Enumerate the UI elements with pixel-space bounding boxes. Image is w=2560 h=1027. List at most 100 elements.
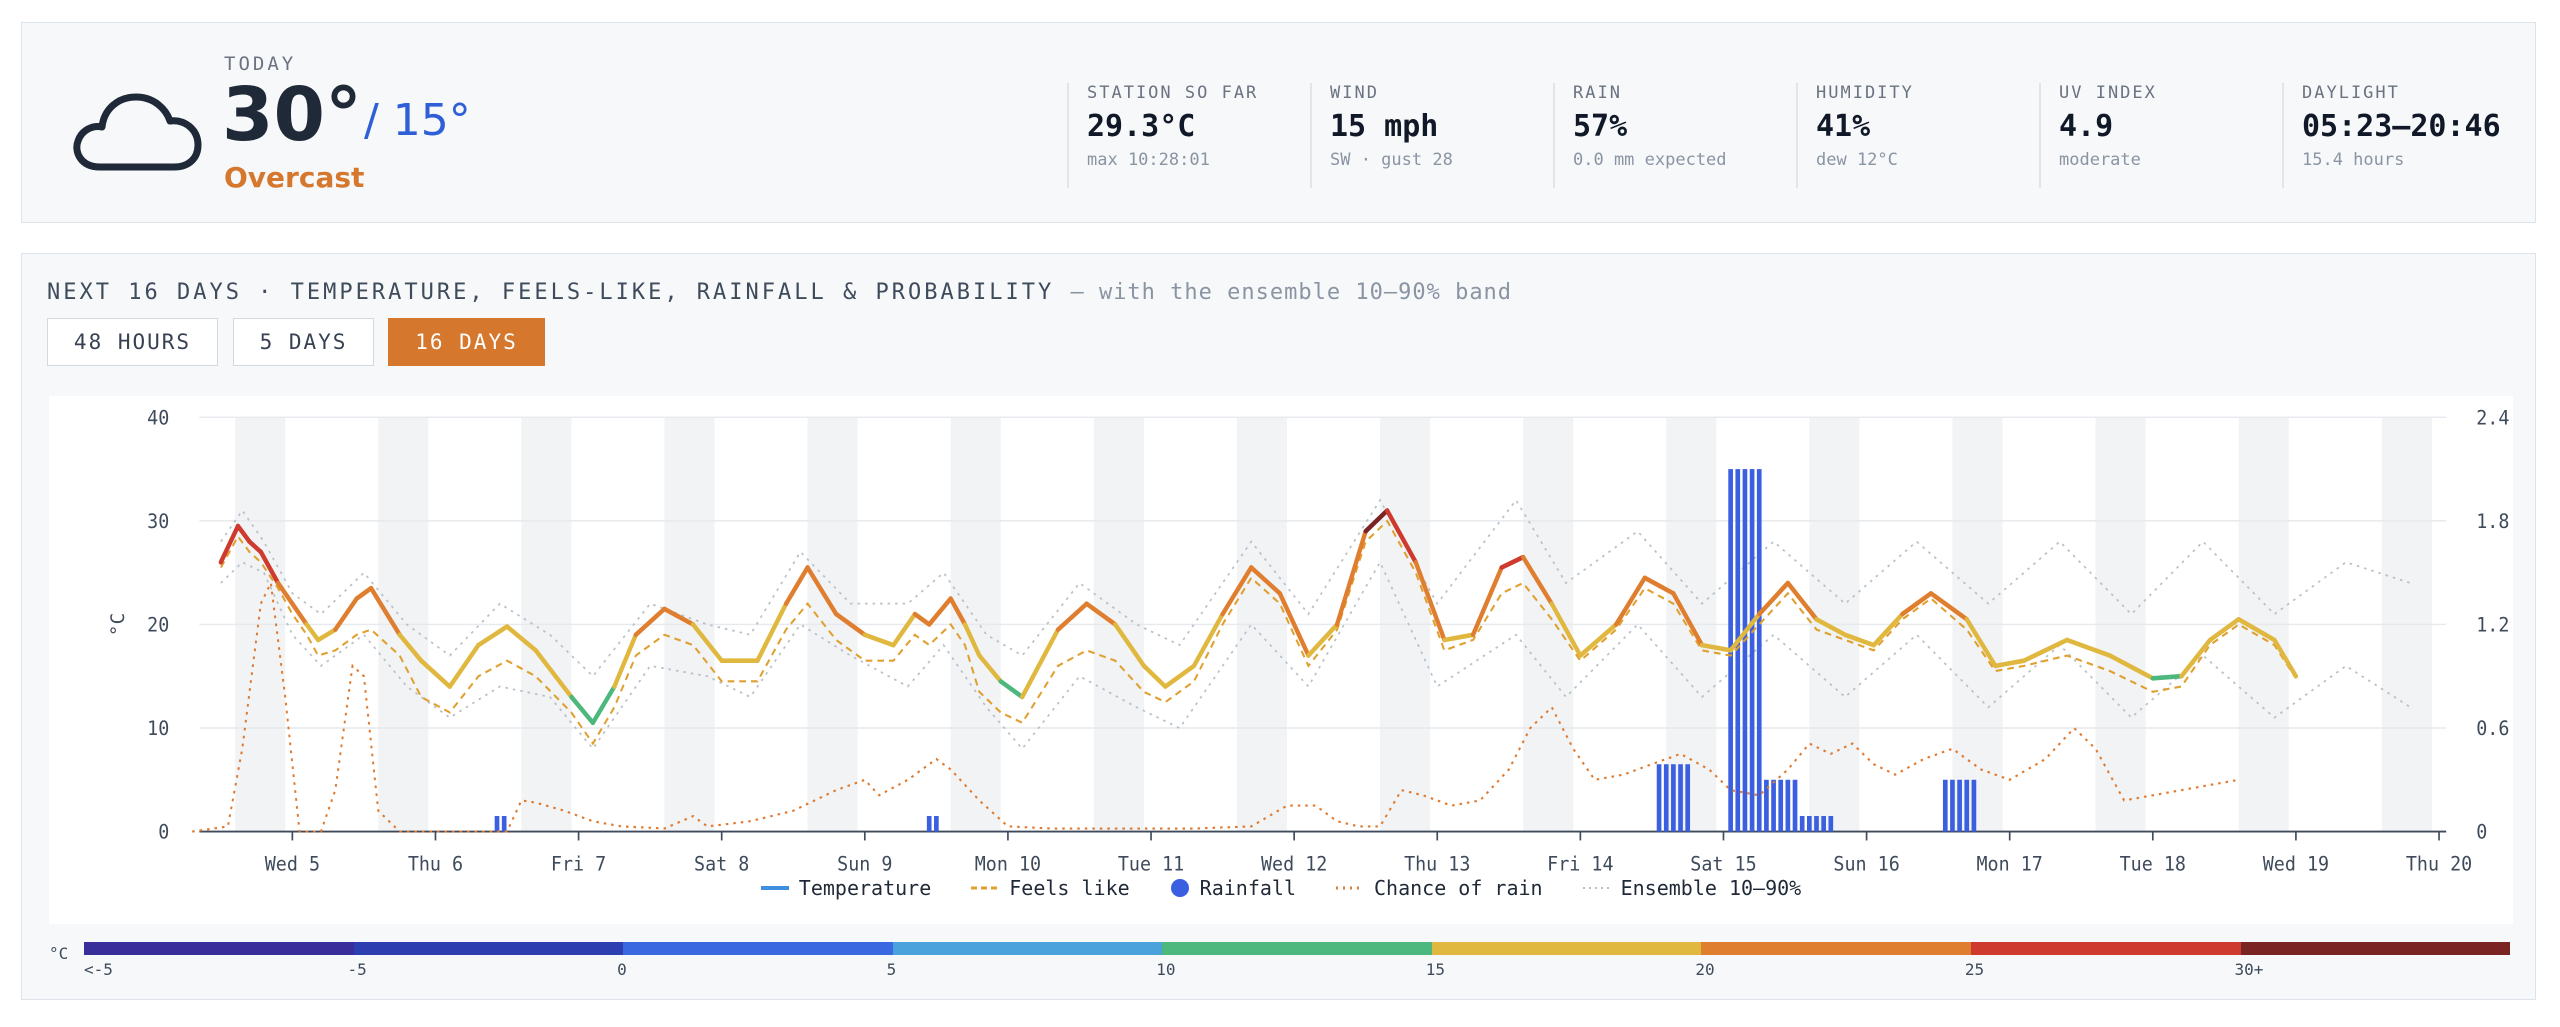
x-tick-label: Sat 8 <box>694 853 749 876</box>
temperature-segment <box>834 611 867 638</box>
ensemble-high-line <box>220 498 2411 678</box>
temperature-segment <box>333 596 359 632</box>
legend-ensemble[interactable]: Ensemble 10–90% <box>1582 876 1802 900</box>
legend-chance-of-rain[interactable]: Chance of rain <box>1336 876 1543 900</box>
x-tick-label: Tue 11 <box>1118 853 1184 876</box>
temperature-swatch <box>760 886 789 890</box>
legend-feels-like[interactable]: Feels like <box>971 876 1130 900</box>
scale-segment <box>1162 942 1432 955</box>
x-tick-label: Tue 18 <box>2120 853 2186 876</box>
temperature-segment <box>633 606 667 638</box>
scale-label: 0 <box>617 960 627 979</box>
y-left-tick: 40 <box>147 407 169 430</box>
x-tick-label: Sat 15 <box>1690 853 1756 876</box>
cloud-icon <box>73 93 202 171</box>
range-48-hours-button[interactable]: 48 HOURS <box>47 318 218 366</box>
legend-rainfall[interactable]: Rainfall <box>1170 876 1296 900</box>
rainfall-bar <box>1828 816 1834 832</box>
temperature-segment <box>2207 616 2241 643</box>
today-card: TODAY 30° / 15° Overcast STATION SO FAR … <box>21 22 2536 223</box>
temperature-segment <box>1757 580 1791 617</box>
scale-label: 30+ <box>2234 960 2264 979</box>
ensemble-swatch <box>1582 887 1611 889</box>
temperature-segment <box>977 653 1003 684</box>
temperature-segment <box>1728 611 1762 653</box>
rainfall-bar <box>1799 816 1805 832</box>
temperature-segment <box>247 539 264 555</box>
temperature-segment <box>862 632 896 648</box>
range-5-days-button[interactable]: 5 DAYS <box>233 318 374 366</box>
temperature-segment <box>948 596 968 627</box>
legend-label: Feels like <box>1009 876 1130 900</box>
stat-rain: RAIN 57% 0.0 mm expected <box>1553 83 1783 188</box>
temperature-segment <box>1442 632 1476 643</box>
rainfall-swatch <box>1170 879 1189 897</box>
high-temperature: 30° <box>222 72 362 158</box>
temperature-segment <box>1842 632 1876 648</box>
x-tick-label: Wed 12 <box>1261 853 1327 876</box>
rainfall-bar <box>1663 764 1669 832</box>
y-left-tick: 0 <box>158 821 169 844</box>
temperature-segment <box>1785 580 1819 622</box>
temperature-segment <box>2107 653 2155 681</box>
temperature-segment <box>1642 575 1676 596</box>
condition-text: Overcast <box>224 161 365 194</box>
stat-daylight: DAYLIGHT 05:23–20:46 15.4 hours <box>2282 83 2522 188</box>
legend-label: Ensemble 10–90% <box>1620 876 1802 900</box>
rainfall-bar <box>1771 779 1776 832</box>
temperature-segment <box>1055 601 1089 632</box>
temperature-segment <box>1993 658 2027 669</box>
stat-label: WIND <box>1330 83 1379 103</box>
y-right-tick: 0.6 <box>2476 718 2509 741</box>
rainfall-bar <box>1792 779 1798 832</box>
temperature-segment <box>2236 616 2277 643</box>
chance-of-rain-line <box>192 579 2239 833</box>
scale-label: 25 <box>1964 960 1985 979</box>
stat-label: UV INDEX <box>2059 83 2157 103</box>
temperature-segment <box>1814 616 1848 638</box>
temperature-segment <box>1163 663 1197 689</box>
temperature-segment <box>755 601 789 663</box>
temperature-color-scale <box>84 942 2511 955</box>
stat-sub: max 10:28:01 <box>1087 150 1210 170</box>
temperature-segment <box>258 549 281 586</box>
stat-station: STATION SO FAR 29.3°C max 10:28:01 <box>1067 83 1297 188</box>
temperature-segment <box>1277 591 1311 658</box>
stat-label: RAIN <box>1573 83 1622 103</box>
temperature-segment <box>1470 565 1504 638</box>
temperature-segment <box>1900 591 1934 617</box>
stat-value: 4.9 <box>2059 109 2114 144</box>
temperature-segment <box>504 624 538 653</box>
stat-value: 05:23–20:46 <box>2302 109 2501 144</box>
rainfall-bar <box>1756 469 1762 832</box>
low-temperature: / 15° <box>364 95 471 146</box>
rainfall-bar <box>494 816 500 832</box>
temperature-segment <box>927 596 953 627</box>
temperature-segment <box>2064 637 2113 658</box>
temperature-segment <box>2021 637 2070 663</box>
rainfall-bar <box>1685 764 1691 832</box>
scale-segment <box>1701 942 1971 955</box>
temperature-segment <box>354 585 374 601</box>
y-left-label: °C <box>108 613 129 637</box>
temperature-segment <box>1699 642 1733 653</box>
temperature-segment <box>783 565 810 607</box>
rainfall-bar <box>501 816 507 832</box>
temperature-segment <box>1020 627 1061 700</box>
scale-segment <box>1970 942 2241 955</box>
temperature-segment <box>1671 591 1705 648</box>
x-tick-label: Sun 9 <box>837 853 892 876</box>
temperature-segment <box>304 622 321 643</box>
stat-label: HUMIDITY <box>1816 83 1914 103</box>
rainfall-bar <box>1814 816 1819 832</box>
range-16-days-button[interactable]: 16 DAYS <box>388 318 545 366</box>
temperature-segment <box>569 694 596 726</box>
x-tick-label: Thu 6 <box>408 853 463 876</box>
stat-sub: 0.0 mm expected <box>1573 150 1727 170</box>
temperature-segment <box>1363 508 1390 534</box>
legend-temperature[interactable]: Temperature <box>760 876 931 900</box>
scale-segment <box>623 942 893 955</box>
rainfall-bar <box>1957 779 1962 832</box>
y-left-tick: 20 <box>147 614 169 637</box>
